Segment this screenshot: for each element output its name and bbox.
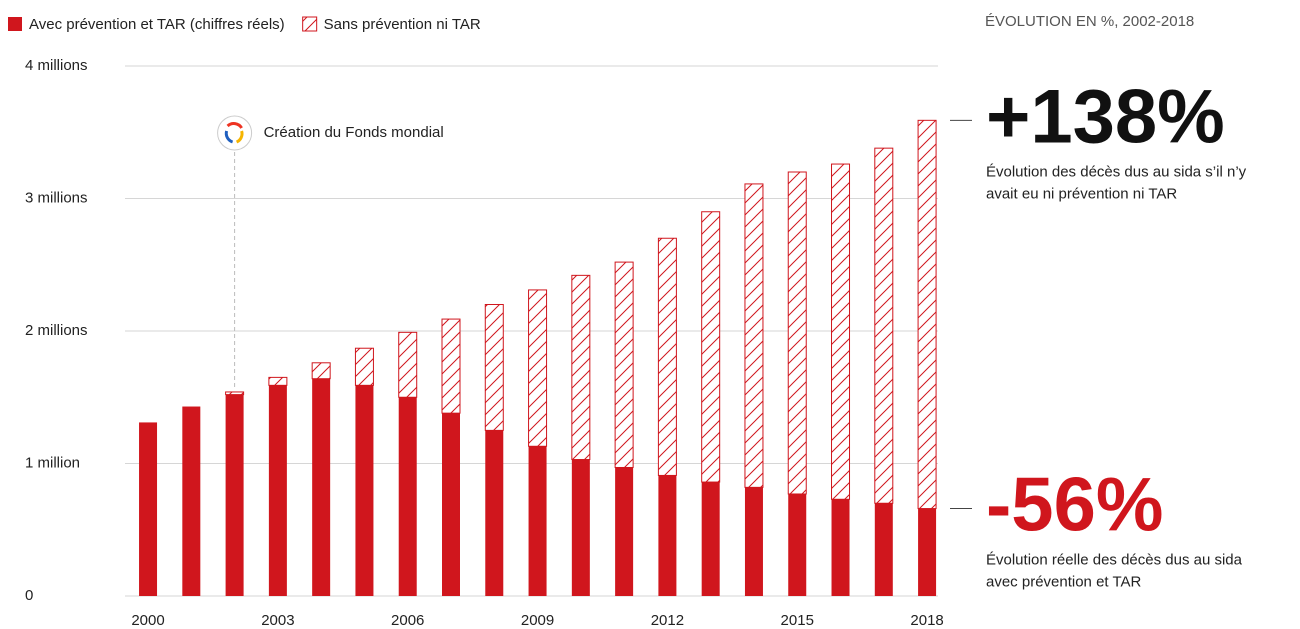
callout-value: -56% [986,463,1163,548]
bar-hatched [441,318,461,414]
x-tick-label: 2006 [391,612,424,629]
bar [485,430,504,596]
bar [701,482,720,596]
fund-logo [217,115,253,151]
bar [398,397,417,596]
event-label: Création du Fonds mondial [264,124,444,141]
bar-hatched [831,163,851,500]
legend-label: Avec prévention et TAR (chiffres réels) [29,16,285,33]
x-tick-label: 2018 [910,612,943,629]
callout-text: Évolution des décès dus au sida s’il n’y [986,163,1247,180]
bar-hatched [571,274,591,461]
bar-hatched [874,147,894,504]
bar-hatched [744,183,764,488]
bar [182,406,201,596]
bar [139,422,158,596]
header: ÉVOLUTION EN %, 2002-2018 [985,13,1194,30]
bar-hatched [225,391,245,396]
y-tick-label: 3 millions [25,189,88,206]
bar [225,394,244,596]
bar-hatched [787,171,807,495]
x-tick-label: 2003 [261,612,294,629]
bar [615,467,634,596]
y-tick-label: 4 millions [25,57,88,74]
callout-text: avait eu ni prévention ni TAR [986,185,1177,202]
legend-label: Sans prévention ni TAR [324,16,481,33]
callout-value: +138% [986,74,1225,159]
bar-hatched [311,362,331,380]
bar-hatched [701,211,721,483]
bar [355,385,374,596]
bar [918,508,937,596]
x-tick-label: 2015 [781,612,814,629]
y-tick-label: 2 millions [25,322,88,339]
bar [831,499,850,596]
bar-hatched [657,237,677,476]
x-tick-label: 2009 [521,612,554,629]
bar-hatched [268,376,288,386]
legend-swatch [302,16,318,32]
bar [268,385,287,596]
bar-hatched [917,119,937,510]
bar [744,487,763,596]
bar [874,503,893,596]
bar [312,378,331,596]
bar-hatched [354,347,374,386]
callout-text: Évolution réelle des décès dus au sida [986,552,1243,569]
y-tick-label: 0 [25,587,33,604]
y-tick-label: 1 million [25,454,80,471]
bar [571,459,590,596]
bar-hatched [484,304,504,431]
bar [788,493,807,596]
bar [442,413,460,596]
bar-hatched [528,289,548,447]
legend-swatch [8,17,22,31]
bar [658,475,677,596]
x-tick-label: 2000 [131,612,164,629]
bar [528,446,547,596]
bar-hatched [614,261,634,468]
x-tick-label: 2012 [651,612,684,629]
bar-hatched [398,331,418,398]
callout-text: avec prévention et TAR [986,574,1142,591]
